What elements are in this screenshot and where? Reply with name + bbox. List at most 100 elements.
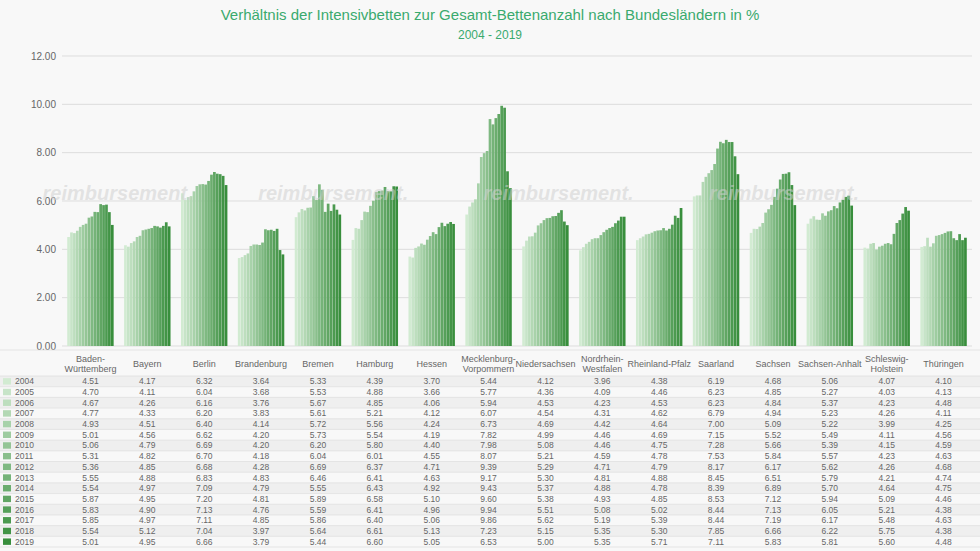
bar [719,142,722,346]
data-label: 5.23 [822,408,839,418]
bar [642,237,645,346]
series-label: 2017 [15,515,34,525]
data-label: 4.25 [935,419,952,429]
data-label: 4.39 [367,376,384,386]
data-label: 4.12 [537,376,554,386]
data-label: 5.27 [822,387,839,397]
series-label: 2011 [15,451,34,461]
bar [847,196,850,346]
bar [241,257,244,346]
table-divider [0,536,980,537]
data-label: 3.99 [878,419,895,429]
bar [193,191,196,346]
data-label: 5.08 [537,440,554,450]
bar [636,240,639,346]
data-label: 5.21 [537,451,554,461]
data-label: 4.64 [651,419,668,429]
data-label: 5.30 [537,473,554,483]
bars [67,106,967,346]
bar [127,247,130,346]
bar [414,248,417,346]
bar [620,217,623,346]
bar-series [102,106,958,346]
bar [88,218,91,346]
data-label: 7.53 [708,451,725,461]
table-row [0,462,980,473]
data-label: 5.79 [822,473,839,483]
data-label: 4.95 [139,537,156,547]
bar [585,244,588,346]
bar [387,191,390,346]
bar [198,184,201,346]
data-label: 4.46 [651,387,668,397]
bar [941,234,944,346]
grid [62,56,972,346]
bar [438,227,441,346]
bar [810,219,813,346]
table-row [0,429,980,440]
data-label: 4.82 [139,451,156,461]
bar [614,223,617,346]
y-tick-label: 2.00 [37,292,57,303]
data-label: 4.26 [139,398,156,408]
bar [432,232,435,346]
bar [187,197,190,346]
category-label: Mecklenburg-Vorpommern [461,354,516,374]
category-label: Brandenburg [235,359,287,369]
data-label: 4.63 [935,451,952,461]
category-label: Berlin [193,359,216,369]
bar-series [93,124,949,346]
data-label: 4.67 [82,398,99,408]
data-label: 3.97 [253,526,270,536]
bar [869,244,872,346]
background [0,0,980,551]
series-label: 2008 [15,419,34,429]
data-label: 8.45 [708,473,725,483]
data-label: 5.75 [878,526,895,536]
data-label: 5.83 [82,505,99,515]
data-label: 4.63 [935,515,952,525]
bar [162,226,165,346]
table-row [0,536,980,547]
bar [503,108,506,346]
bar [449,222,452,346]
data-label: 7.11 [196,515,212,525]
bar [363,212,366,346]
data-label: 7.11 [708,537,724,547]
bar [139,236,142,346]
bar [298,212,301,346]
bar [446,224,449,346]
bar-series [111,174,967,346]
bar [920,247,923,346]
bar [303,210,306,346]
data-label: 6.07 [480,408,497,418]
bar [336,210,339,346]
series-label: 2018 [15,526,34,536]
legend-swatch [3,506,11,512]
data-label: 6.51 [765,473,782,483]
bar [560,210,563,346]
data-label: 4.85 [139,462,156,472]
table-divider [0,525,980,526]
bar [369,206,372,346]
data-label: 4.53 [651,398,668,408]
bar [839,202,842,346]
bar-series [108,156,964,346]
bar [602,232,605,346]
data-label: 3.64 [253,376,270,386]
data-label: 6.16 [196,398,213,408]
bar [70,232,73,346]
table-divider [0,386,980,387]
data-label: 8.17 [708,462,725,472]
data-label: 5.13 [423,526,440,536]
data-label: 4.69 [537,419,554,429]
bar [582,247,585,346]
bar [489,119,492,346]
legend-swatch [3,410,11,416]
bar [588,242,591,346]
data-label: 4.40 [423,440,440,450]
series-label: 2010 [15,440,34,450]
bar-series [88,151,944,346]
data-label: 3.83 [253,408,270,418]
bar [147,229,150,346]
